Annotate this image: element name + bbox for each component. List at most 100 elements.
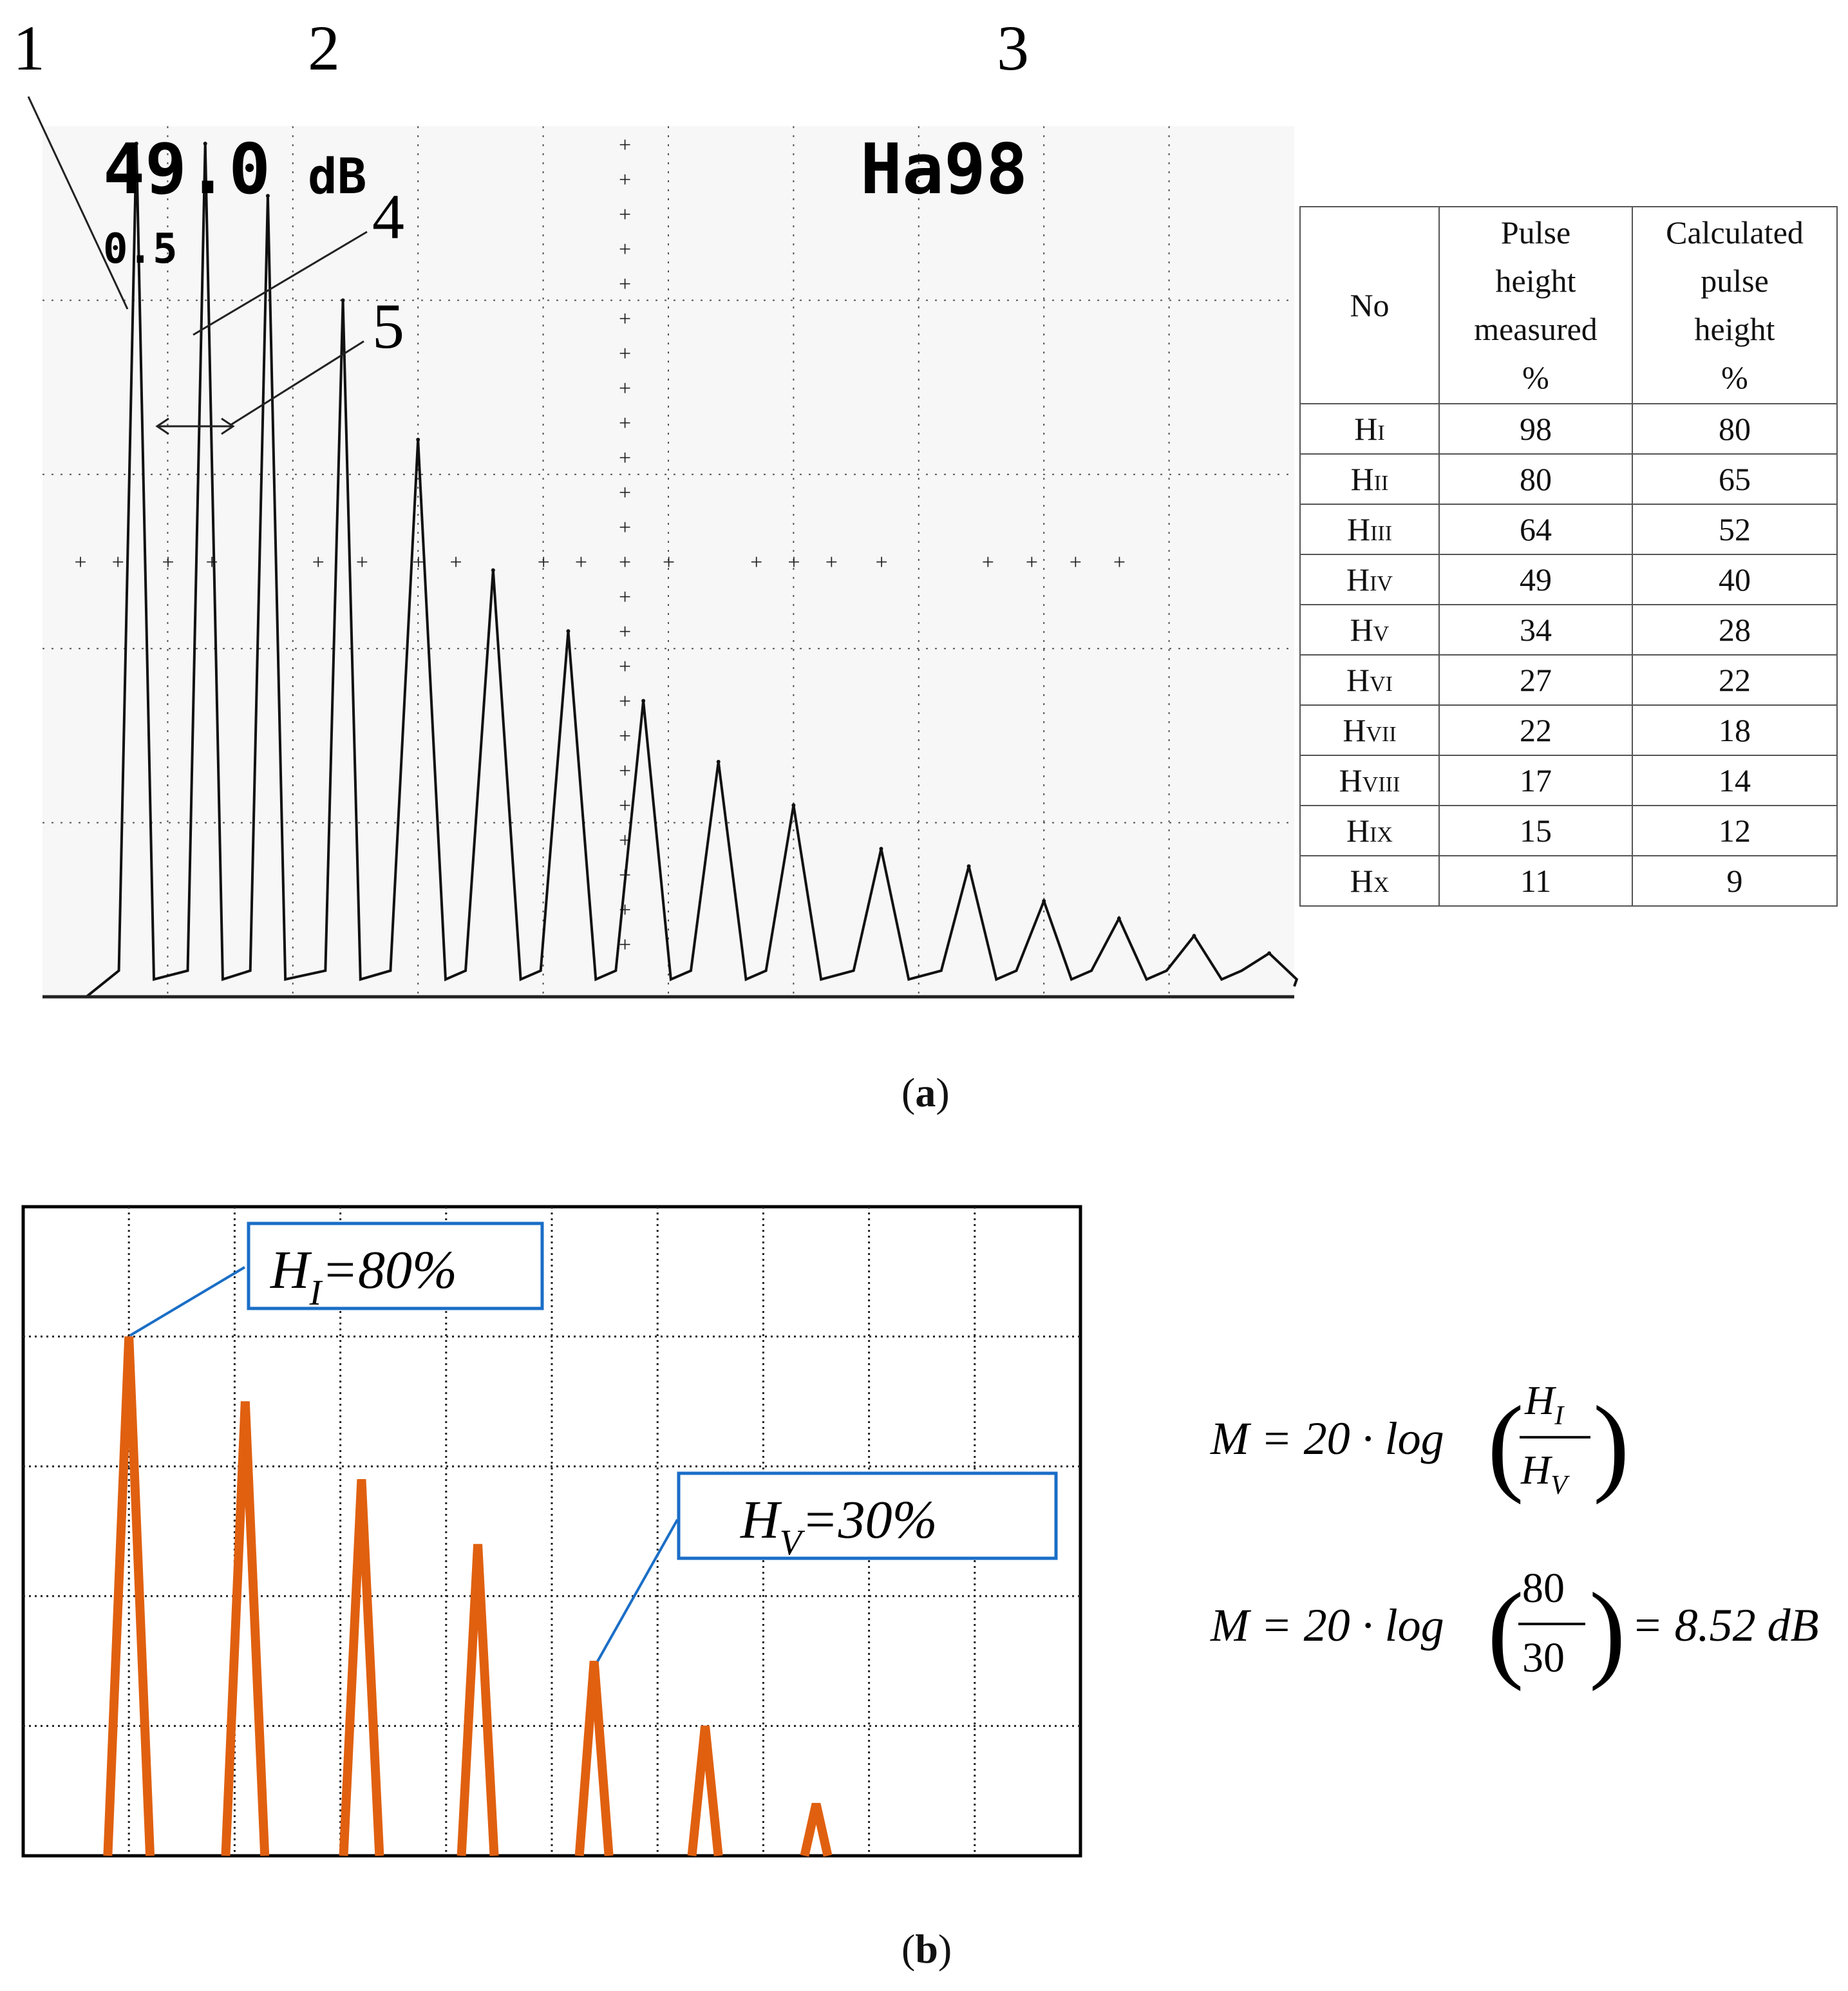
scope-axis-marker: +	[619, 307, 631, 331]
scope-axis-marker: +	[663, 551, 675, 574]
spike-hiii	[339, 1479, 384, 1856]
header-calculated: Calculated pulse height %	[1632, 206, 1838, 404]
row-label-sub: VI	[1370, 672, 1393, 696]
scope-axis-marker: +	[74, 551, 86, 574]
echo-peak	[491, 568, 495, 572]
callout-3: 3	[997, 12, 1029, 84]
scope-axis-marker: +	[538, 551, 550, 574]
row-label-base: H	[1343, 712, 1366, 748]
scope-axis-marker: +	[1070, 551, 1082, 574]
chart-spikes	[103, 1336, 833, 1857]
scope-axis-marker: +	[619, 377, 631, 401]
row-label-base: H	[1346, 561, 1370, 598]
callout-1: 1	[13, 12, 45, 84]
scope-axis-marker: +	[750, 551, 762, 574]
mode-readout: Ha98	[860, 129, 1028, 210]
callout-5: 5	[372, 290, 404, 362]
spike-hvii	[800, 1802, 833, 1857]
row-label: HII	[1299, 453, 1440, 505]
table-row: HIII 64 52	[1299, 504, 1838, 555]
scope-axis-marker: +	[356, 551, 368, 574]
scope-axis-marker: +	[412, 551, 424, 574]
table-row: HV 34 28	[1299, 604, 1838, 656]
scope-axis-marker: +	[112, 551, 124, 574]
formula-result-lhs: M = 20 · log	[1210, 1599, 1444, 1651]
label-hv-base: H	[740, 1490, 782, 1550]
scope-axis-marker: +	[619, 690, 631, 713]
label-hv-sub: V	[780, 1523, 806, 1563]
formula-ratio-num: HI	[1524, 1377, 1565, 1431]
scope-axis-marker: +	[875, 551, 887, 574]
formula-ratio-lhs: M = 20 · log	[1210, 1413, 1444, 1464]
gain-unit: dB	[308, 147, 367, 205]
row-label-sub: VII	[1366, 722, 1397, 746]
row-label-base: H	[1350, 612, 1373, 648]
row-label-base: H	[1354, 411, 1378, 447]
formula-ratio-num-sub: I	[1554, 1401, 1565, 1431]
formula-ratio-rparen: )	[1593, 1384, 1630, 1505]
row-label-sub: III	[1370, 522, 1393, 545]
echo-peak	[416, 437, 420, 442]
formula-ratio-num-base: H	[1524, 1377, 1557, 1423]
row-label-base: H	[1346, 813, 1370, 849]
label-hi-box	[247, 1222, 544, 1310]
row-label-base: H	[1350, 863, 1373, 899]
echo-peak	[1042, 899, 1046, 903]
cell-measured: 17	[1438, 755, 1633, 806]
row-label-base: H	[1339, 762, 1362, 798]
row-label: HVII	[1299, 704, 1440, 756]
formula-result-num: 80	[1522, 1565, 1565, 1612]
echo-peak	[341, 298, 345, 303]
echo-peak	[716, 759, 721, 764]
row-label-base: H	[1346, 511, 1371, 547]
row-label: HV	[1299, 604, 1440, 656]
scope-axis-marker: +	[982, 551, 994, 574]
table-row: HIX 15 12	[1299, 805, 1838, 856]
echo-trace	[42, 143, 1299, 998]
spacing-arrow-right-head	[221, 417, 235, 435]
cell-calculated: 22	[1632, 654, 1838, 706]
row-label-sub: X	[1373, 873, 1390, 897]
row-label: HX	[1299, 855, 1440, 907]
echo-peak	[641, 699, 646, 703]
formula-result-rparen: )	[1589, 1571, 1626, 1692]
row-label-sub: V	[1373, 622, 1390, 646]
table-row: HX 11 9	[1299, 855, 1838, 907]
echo-peak	[879, 847, 883, 851]
cell-calculated: 9	[1632, 855, 1838, 907]
formula-result-lparen: (	[1487, 1571, 1524, 1692]
scope-axis-marker: +	[619, 203, 631, 227]
header-measured: Pulse height measured %	[1438, 206, 1633, 404]
label-hi-value: =80%	[321, 1240, 457, 1300]
formula-ratio-den-base: H	[1520, 1447, 1553, 1493]
callout-5-leader	[230, 340, 364, 426]
cell-calculated: 80	[1632, 403, 1838, 455]
row-label: HIX	[1299, 805, 1440, 856]
formula-result-den: 30	[1522, 1634, 1565, 1681]
table-row: HII 80 65	[1299, 453, 1838, 505]
scope-axis-marker: +	[619, 238, 631, 261]
table-row: HI 98 80	[1299, 403, 1838, 455]
label-hi-sub: I	[309, 1273, 323, 1313]
row-label: HIV	[1299, 554, 1440, 605]
spike-hv	[574, 1661, 614, 1856]
formula-ratio-lparen: (	[1487, 1384, 1524, 1505]
spacing-arrow-left-head	[155, 417, 169, 435]
formula-result-rhs: = 8.52 dB	[1632, 1599, 1819, 1651]
echo-peak	[1267, 951, 1272, 956]
label-hv-text: HV=30%	[740, 1490, 938, 1563]
scope-axis-marker: +	[619, 551, 631, 574]
row-label: HIII	[1299, 504, 1440, 555]
scope-axis-marker: +	[619, 342, 631, 366]
callout-1-leader	[27, 96, 129, 310]
row-label-sub: I	[1377, 421, 1385, 445]
table-row: HVII 22 18	[1299, 704, 1838, 756]
row-label: HI	[1299, 403, 1440, 455]
row-label-base: H	[1350, 461, 1374, 497]
table-body: HI 98 80 HII 80 65 HIII 64 52 HIV 49 40 HV 34 28 HVI 27 2…	[1299, 403, 1838, 907]
scope-axis-marker: +	[575, 551, 587, 574]
table-row: HIV 49 40	[1299, 554, 1838, 605]
scope-axis-marker: +	[825, 551, 838, 574]
